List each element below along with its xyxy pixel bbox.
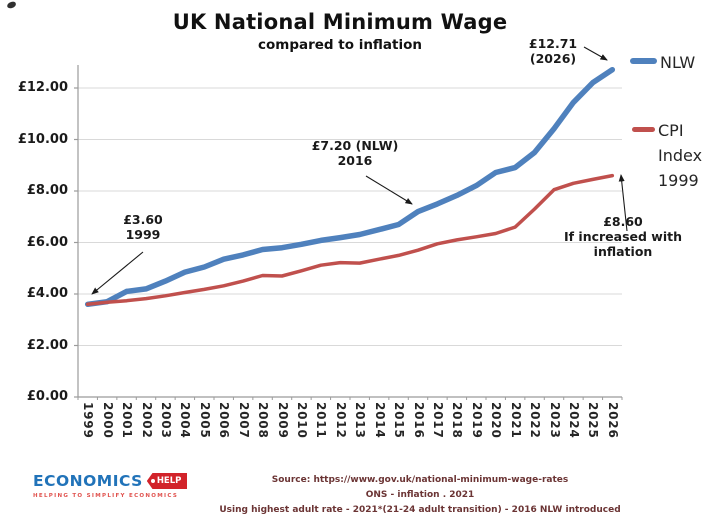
chart-subtitle: compared to inflation <box>257 37 423 53</box>
y-axis-label: £6.00 <box>26 234 68 250</box>
x-axis-label: 2023 <box>547 402 562 439</box>
annotation-cpi-end-value: £8.60 <box>603 214 643 229</box>
logo-tagline: HELPING TO SIMPLIFY ECONOMICS <box>33 493 179 499</box>
legend-cpi-line1: CPI <box>658 121 684 140</box>
x-axis-label: 2016 <box>411 402 426 439</box>
image-artifact-mark <box>6 1 17 9</box>
economics-help-logo: ECONOMICS HELP HELPING TO SIMPLIFY ECONO… <box>33 472 188 499</box>
y-axis-label: £12.00 <box>17 80 68 95</box>
legend-nlw-label: NLW <box>660 53 696 72</box>
annotation-nlw-end: £12.71 (2026) <box>519 36 587 66</box>
x-axis-label: 2018 <box>450 402 465 439</box>
legend-nlw-line-swatch <box>630 58 657 64</box>
annotation-nlw-2016-value: £7.20 (NLW) <box>311 138 399 153</box>
x-axis-label: 2014 <box>372 402 387 439</box>
annotation-cpi-end-text1: If increased with <box>563 229 683 244</box>
x-axis-label: 2015 <box>392 402 407 439</box>
annotation-cpi-end-text2: inflation <box>593 244 653 259</box>
y-axis-label: £8.00 <box>26 183 68 198</box>
annotation-nlw-end-value: £12.71 <box>528 36 578 51</box>
x-axis-label: 2024 <box>566 402 581 439</box>
x-axis-label: 2000 <box>100 402 115 439</box>
x-axis-label: 2026 <box>605 402 620 439</box>
y-axis-label: £0.00 <box>26 389 68 404</box>
x-axis-label: 2008 <box>256 402 271 439</box>
legend-cpi-line2: Index <box>658 146 703 165</box>
x-axis-label: 2021 <box>508 402 523 439</box>
annotation-nlw-end-year: (2026) <box>529 51 577 66</box>
x-axis-label: 2012 <box>333 402 348 439</box>
x-axis-label: 2001 <box>120 402 135 439</box>
arrow-nlw-2016 <box>365 175 413 205</box>
title-block: UK National Minimum Wage compared to inf… <box>70 10 610 53</box>
y-axis-label: £10.00 <box>17 131 68 147</box>
annotation-nlw-2016: £7.20 (NLW) 2016 <box>299 138 411 168</box>
y-axis-label: £2.00 <box>26 337 68 353</box>
annotation-cpi-end: £8.60 If increased with inflation <box>548 214 698 259</box>
arrow-start <box>91 251 144 295</box>
source-line-2: ONS - inflation . 2021 <box>365 489 475 500</box>
x-axis-label: 2025 <box>586 402 601 439</box>
x-axis-label: 2004 <box>178 402 193 439</box>
x-axis-label: 2017 <box>430 402 445 439</box>
nlw-series-line <box>84 66 616 308</box>
x-axis-label: 2020 <box>489 402 504 439</box>
x-axis-label: 2009 <box>275 402 290 439</box>
x-axis-label: 2002 <box>139 402 154 439</box>
logo-wordmark: ECONOMICS <box>33 472 143 490</box>
x-axis-label: 2003 <box>158 402 173 439</box>
y-axis-label: £4.00 <box>26 286 68 301</box>
x-axis-label: 2005 <box>197 402 212 439</box>
x-axis-label: 2006 <box>217 402 232 439</box>
x-axis-label: 2019 <box>469 402 484 439</box>
logo-help-tag: HELP <box>146 473 188 489</box>
annotation-nlw-2016-year: 2016 <box>337 153 373 168</box>
source-line-3: Using highest adult rate - 2021*(21-24 a… <box>219 504 621 515</box>
legend-cpi-label: CPI Index 1999 <box>658 118 702 193</box>
annotation-start: £3.60 1999 <box>105 212 181 242</box>
legend-cpi-line3: 1999 <box>658 171 699 190</box>
x-axis-label: 2013 <box>353 402 368 439</box>
source-note: Source: https://www.gov.uk/national-mini… <box>140 473 700 515</box>
x-axis-label: 2007 <box>236 402 251 439</box>
x-axis-label: 2010 <box>294 402 309 439</box>
annotation-start-year: 1999 <box>125 227 161 242</box>
x-axis-label: 1999 <box>81 402 96 439</box>
x-axis-label: 2011 <box>314 402 329 439</box>
chart-title: UK National Minimum Wage <box>172 10 508 34</box>
legend-cpi-line-swatch <box>632 127 655 132</box>
annotation-start-value: £3.60 <box>123 212 163 227</box>
x-axis-label: 2022 <box>528 402 543 439</box>
source-line-1: Source: https://www.gov.uk/national-mini… <box>271 475 569 485</box>
